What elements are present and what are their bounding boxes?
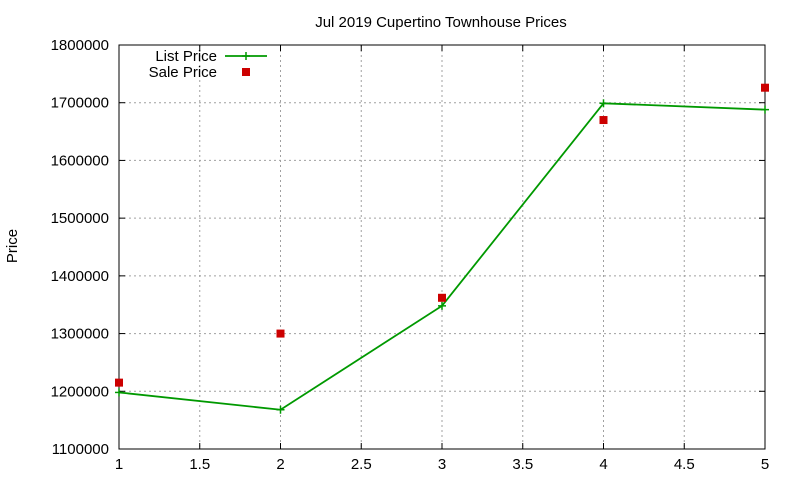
legend-label: List Price xyxy=(155,48,217,65)
data-point xyxy=(115,388,123,397)
data-point xyxy=(276,405,285,414)
data-point xyxy=(438,293,446,302)
data-point xyxy=(438,301,446,310)
x-tick-label: 5 xyxy=(761,456,769,473)
legend-marker xyxy=(242,52,250,60)
y-axis-label: Price xyxy=(4,229,21,263)
y-tick-label: 1700000 xyxy=(51,95,109,112)
axis-ticks: 1 1.5 2 2.5 3 3.5 4 4.5 5 1100000 1200000 1300000 14… xyxy=(51,37,770,473)
data-point xyxy=(276,329,285,338)
y-tick-label: 1300000 xyxy=(51,326,109,343)
series-1 xyxy=(115,83,769,387)
y-tick-label: 1800000 xyxy=(51,37,109,54)
y-tick-label: 1500000 xyxy=(51,210,109,227)
data-point xyxy=(761,105,769,114)
series-layer xyxy=(115,83,769,414)
y-tick-label: 1600000 xyxy=(51,152,109,169)
x-tick-label: 2.5 xyxy=(351,456,372,473)
x-tick-label: 4.5 xyxy=(674,456,695,473)
series-0 xyxy=(115,99,769,414)
x-tick-label: 1 xyxy=(115,456,123,473)
x-tick-label: 3.5 xyxy=(512,456,533,473)
legend-label: Sale Price xyxy=(149,64,217,81)
x-tick-label: 1.5 xyxy=(189,456,210,473)
data-point xyxy=(115,378,123,387)
y-tick-label: 1100000 xyxy=(52,441,109,458)
y-tick-label: 1200000 xyxy=(51,383,109,400)
plot-frame xyxy=(118,44,766,450)
data-point xyxy=(599,99,608,108)
x-tick-label: 2 xyxy=(276,456,284,473)
grid xyxy=(119,45,765,449)
data-point xyxy=(599,116,608,125)
x-tick-label: 3 xyxy=(438,456,446,473)
chart-title: Jul 2019 Cupertino Townhouse Prices xyxy=(315,14,567,31)
x-tick-label: 4 xyxy=(599,456,607,473)
legend-marker xyxy=(242,68,250,76)
y-tick-label: 1400000 xyxy=(51,268,109,285)
data-point xyxy=(761,83,769,92)
